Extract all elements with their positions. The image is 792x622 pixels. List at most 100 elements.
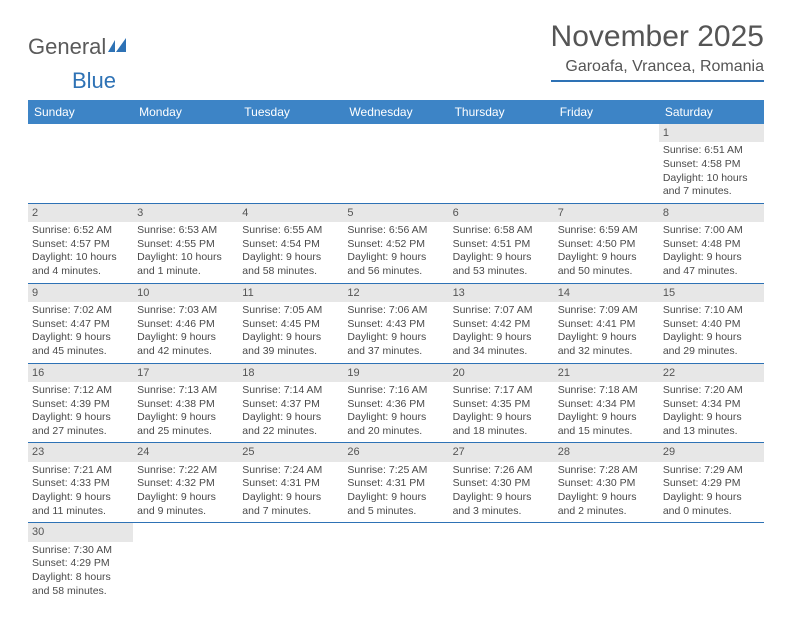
sunset-text: Sunset: 4:36 PM <box>347 398 444 412</box>
daylight-text: Daylight: 9 hours <box>453 411 550 425</box>
sunrise-text: Sunrise: 7:09 AM <box>558 304 655 318</box>
sunrise-text: Sunrise: 6:58 AM <box>453 224 550 238</box>
day-number: 20 <box>449 364 554 382</box>
sunrise-text: Sunrise: 7:00 AM <box>663 224 760 238</box>
day-number: 4 <box>238 204 343 222</box>
sunset-text: Sunset: 4:34 PM <box>558 398 655 412</box>
day-cell: 5Sunrise: 6:56 AMSunset: 4:52 PMDaylight… <box>343 204 448 283</box>
weekday-header-row: Sunday Monday Tuesday Wednesday Thursday… <box>28 100 764 124</box>
day-number: 30 <box>28 523 133 541</box>
sunset-text: Sunset: 4:34 PM <box>663 398 760 412</box>
daylight-text: Daylight: 9 hours <box>558 251 655 265</box>
sunrise-text: Sunrise: 6:55 AM <box>242 224 339 238</box>
sunset-text: Sunset: 4:30 PM <box>558 477 655 491</box>
logo-text-a: General <box>28 34 106 60</box>
daylight-text: Daylight: 10 hours <box>137 251 234 265</box>
sunset-text: Sunset: 4:29 PM <box>32 557 129 571</box>
day-cell: 8Sunrise: 7:00 AMSunset: 4:48 PMDaylight… <box>659 204 764 283</box>
daylight-text: Daylight: 9 hours <box>32 411 129 425</box>
weeks-container: 1Sunrise: 6:51 AMSunset: 4:58 PMDaylight… <box>28 124 764 602</box>
daylight-text: and 53 minutes. <box>453 265 550 279</box>
sunset-text: Sunset: 4:33 PM <box>32 477 129 491</box>
sunrise-text: Sunrise: 7:25 AM <box>347 464 444 478</box>
daylight-text: Daylight: 9 hours <box>453 331 550 345</box>
daylight-text: and 47 minutes. <box>663 265 760 279</box>
sunset-text: Sunset: 4:48 PM <box>663 238 760 252</box>
daylight-text: and 4 minutes. <box>32 265 129 279</box>
day-number: 25 <box>238 443 343 461</box>
day-cell: 7Sunrise: 6:59 AMSunset: 4:50 PMDaylight… <box>554 204 659 283</box>
daylight-text: Daylight: 10 hours <box>32 251 129 265</box>
day-number: 1 <box>659 124 764 142</box>
logo: General <box>28 34 131 60</box>
day-cell: 17Sunrise: 7:13 AMSunset: 4:38 PMDayligh… <box>133 364 238 443</box>
sunrise-text: Sunrise: 7:17 AM <box>453 384 550 398</box>
day-cell: 26 Sunrise: 7:25 AMSunset: 4:31 PMDayligh… <box>343 443 448 522</box>
daylight-text: Daylight: 9 hours <box>137 491 234 505</box>
sunset-text: Sunset: 4:52 PM <box>347 238 444 252</box>
daylight-text: Daylight: 9 hours <box>242 491 339 505</box>
day-number: 8 <box>659 204 764 222</box>
weekday-saturday: Saturday <box>659 100 764 124</box>
sunrise-text: Sunrise: 7:10 AM <box>663 304 760 318</box>
daylight-text: and 0 minutes. <box>663 505 760 519</box>
day-number: 9 <box>28 284 133 302</box>
sunset-text: Sunset: 4:54 PM <box>242 238 339 252</box>
daylight-text: Daylight: 9 hours <box>663 411 760 425</box>
day-cell: 30Sunrise: 7:30 AMSunset: 4:29 PMDayligh… <box>28 523 133 602</box>
sunset-text: Sunset: 4:31 PM <box>347 477 444 491</box>
day-number: 26 <box>343 443 448 461</box>
daylight-text: Daylight: 9 hours <box>453 491 550 505</box>
daylight-text: and 27 minutes. <box>32 425 129 439</box>
daylight-text: Daylight: 9 hours <box>347 491 444 505</box>
day-cell: 18Sunrise: 7:14 AMSunset: 4:37 PMDayligh… <box>238 364 343 443</box>
daylight-text: and 11 minutes. <box>32 505 129 519</box>
sunrise-text: Sunrise: 6:56 AM <box>347 224 444 238</box>
day-blank <box>238 124 343 203</box>
day-number: 11 <box>238 284 343 302</box>
sunrise-text: Sunrise: 7:12 AM <box>32 384 129 398</box>
sunset-text: Sunset: 4:47 PM <box>32 318 129 332</box>
day-number: 2 <box>28 204 133 222</box>
daylight-text: and 58 minutes. <box>242 265 339 279</box>
sunrise-text: Sunrise: 7:26 AM <box>453 464 550 478</box>
weekday-wednesday: Wednesday <box>343 100 448 124</box>
weekday-sunday: Sunday <box>28 100 133 124</box>
sunset-text: Sunset: 4:42 PM <box>453 318 550 332</box>
sunrise-text: Sunrise: 7:24 AM <box>242 464 339 478</box>
daylight-text: Daylight: 9 hours <box>347 331 444 345</box>
day-blank <box>343 124 448 203</box>
day-cell: 16Sunrise: 7:12 AMSunset: 4:39 PMDayligh… <box>28 364 133 443</box>
day-blank <box>28 124 133 203</box>
day-cell: 12Sunrise: 7:06 AMSunset: 4:43 PMDayligh… <box>343 284 448 363</box>
day-blank <box>554 124 659 203</box>
day-cell: 28Sunrise: 7:28 AMSunset: 4:30 PMDayligh… <box>554 443 659 522</box>
daylight-text: and 1 minute. <box>137 265 234 279</box>
daylight-text: and 37 minutes. <box>347 345 444 359</box>
daylight-text: and 9 minutes. <box>137 505 234 519</box>
weekday-monday: Monday <box>133 100 238 124</box>
day-number: 18 <box>238 364 343 382</box>
sunrise-text: Sunrise: 7:13 AM <box>137 384 234 398</box>
sunset-text: Sunset: 4:51 PM <box>453 238 550 252</box>
day-number: 21 <box>554 364 659 382</box>
day-blank <box>238 523 343 602</box>
week-row: 2Sunrise: 6:52 AMSunset: 4:57 PMDaylight… <box>28 204 764 284</box>
calendar: Sunday Monday Tuesday Wednesday Thursday… <box>28 100 764 602</box>
day-cell: 15Sunrise: 7:10 AMSunset: 4:40 PMDayligh… <box>659 284 764 363</box>
day-blank <box>133 124 238 203</box>
sunset-text: Sunset: 4:41 PM <box>558 318 655 332</box>
day-cell: 2Sunrise: 6:52 AMSunset: 4:57 PMDaylight… <box>28 204 133 283</box>
daylight-text: Daylight: 9 hours <box>663 331 760 345</box>
daylight-text: and 25 minutes. <box>137 425 234 439</box>
daylight-text: and 45 minutes. <box>32 345 129 359</box>
day-cell: 23Sunrise: 7:21 AMSunset: 4:33 PMDayligh… <box>28 443 133 522</box>
sunset-text: Sunset: 4:50 PM <box>558 238 655 252</box>
daylight-text: and 50 minutes. <box>558 265 655 279</box>
week-row: 1Sunrise: 6:51 AMSunset: 4:58 PMDaylight… <box>28 124 764 204</box>
daylight-text: Daylight: 9 hours <box>347 411 444 425</box>
sunrise-text: Sunrise: 6:51 AM <box>663 144 760 158</box>
daylight-text: and 5 minutes. <box>347 505 444 519</box>
sunset-text: Sunset: 4:43 PM <box>347 318 444 332</box>
day-blank <box>343 523 448 602</box>
